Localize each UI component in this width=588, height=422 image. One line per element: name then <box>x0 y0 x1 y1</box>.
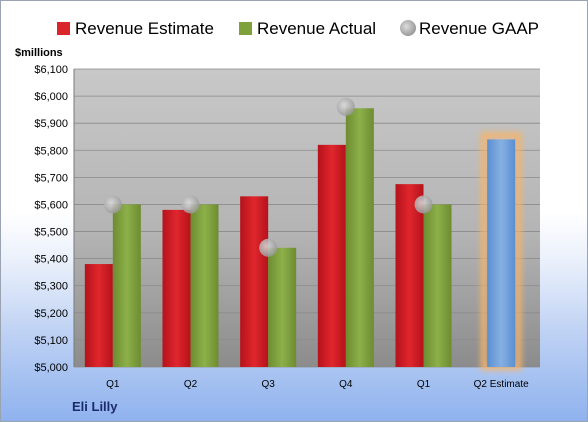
revenue-estimate-bar <box>240 196 269 367</box>
y-tick-label: $5,500 <box>34 227 68 239</box>
revenue-actual-bar <box>423 204 452 367</box>
revenue-actual-bar <box>345 108 374 368</box>
y-tick-label: $5,600 <box>34 199 68 211</box>
x-tick-label: Q3 <box>261 379 275 390</box>
y-tick-label: $6,000 <box>34 91 68 103</box>
revenue-estimate-bar <box>317 144 346 367</box>
x-tick-label: Q1 <box>417 379 431 390</box>
revenue-gaap-marker <box>259 238 278 257</box>
y-tick-label: $5,400 <box>34 254 68 266</box>
revenue-actual-bar <box>190 204 219 367</box>
y-tick-label: $6,100 <box>34 64 68 76</box>
legend-label: Revenue Actual <box>257 19 376 38</box>
x-tick-label: Q4 <box>339 379 353 390</box>
legend-swatch-gaap <box>400 20 416 36</box>
revenue-gaap-marker <box>336 97 355 116</box>
legend-label: Revenue GAAP <box>419 19 539 38</box>
legend-swatch <box>57 22 70 35</box>
revenue-actual-bar <box>112 204 141 367</box>
revenue-actual-bar <box>268 247 297 367</box>
y-axis-label: $millions <box>15 47 63 59</box>
revenue-estimate-bar <box>395 184 424 367</box>
x-tick-label: Q1 <box>106 379 120 390</box>
x-tick-label: Q2 Estimate <box>474 379 529 390</box>
plot-background <box>74 69 540 367</box>
revenue-estimate-bar <box>162 209 191 367</box>
legend-swatch <box>239 22 252 35</box>
y-tick-label: $5,900 <box>34 118 68 130</box>
plot-area: $5,000 $5,100 $5,200 $5,300 $5,400 $5,500 $5,6… <box>34 64 540 390</box>
y-tick-label: $5,100 <box>34 335 68 347</box>
x-tick-label: Q2 <box>184 379 198 390</box>
company-name: Eli Lilly <box>72 399 118 414</box>
revenue-gaap-marker <box>181 195 200 214</box>
revenue-gaap-marker <box>414 195 433 214</box>
revenue-gaap-marker <box>103 195 122 214</box>
y-tick-label: $5,300 <box>34 281 68 293</box>
y-tick-label: $5,700 <box>34 172 68 184</box>
y-tick-label: $5,800 <box>34 145 68 157</box>
y-tick-label: $5,000 <box>34 362 68 374</box>
q2-estimate-bar <box>487 139 516 367</box>
legend: Revenue Estimate Revenue Actual Revenue GA… <box>57 19 539 38</box>
legend-label: Revenue Estimate <box>75 19 214 38</box>
y-tick-label: $5,200 <box>34 308 68 320</box>
revenue-estimate-bar <box>84 264 113 367</box>
